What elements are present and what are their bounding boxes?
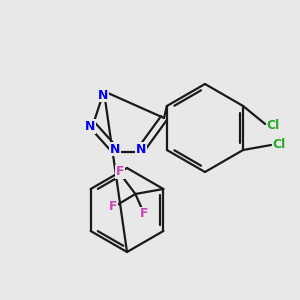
Text: F: F (109, 200, 118, 214)
Text: F: F (140, 208, 148, 220)
Text: N: N (85, 120, 95, 133)
Text: N: N (136, 143, 146, 156)
Text: Cl: Cl (266, 119, 280, 133)
Text: N: N (110, 143, 120, 156)
Text: N: N (98, 89, 108, 102)
Text: F: F (116, 166, 124, 178)
Text: Cl: Cl (272, 139, 286, 152)
